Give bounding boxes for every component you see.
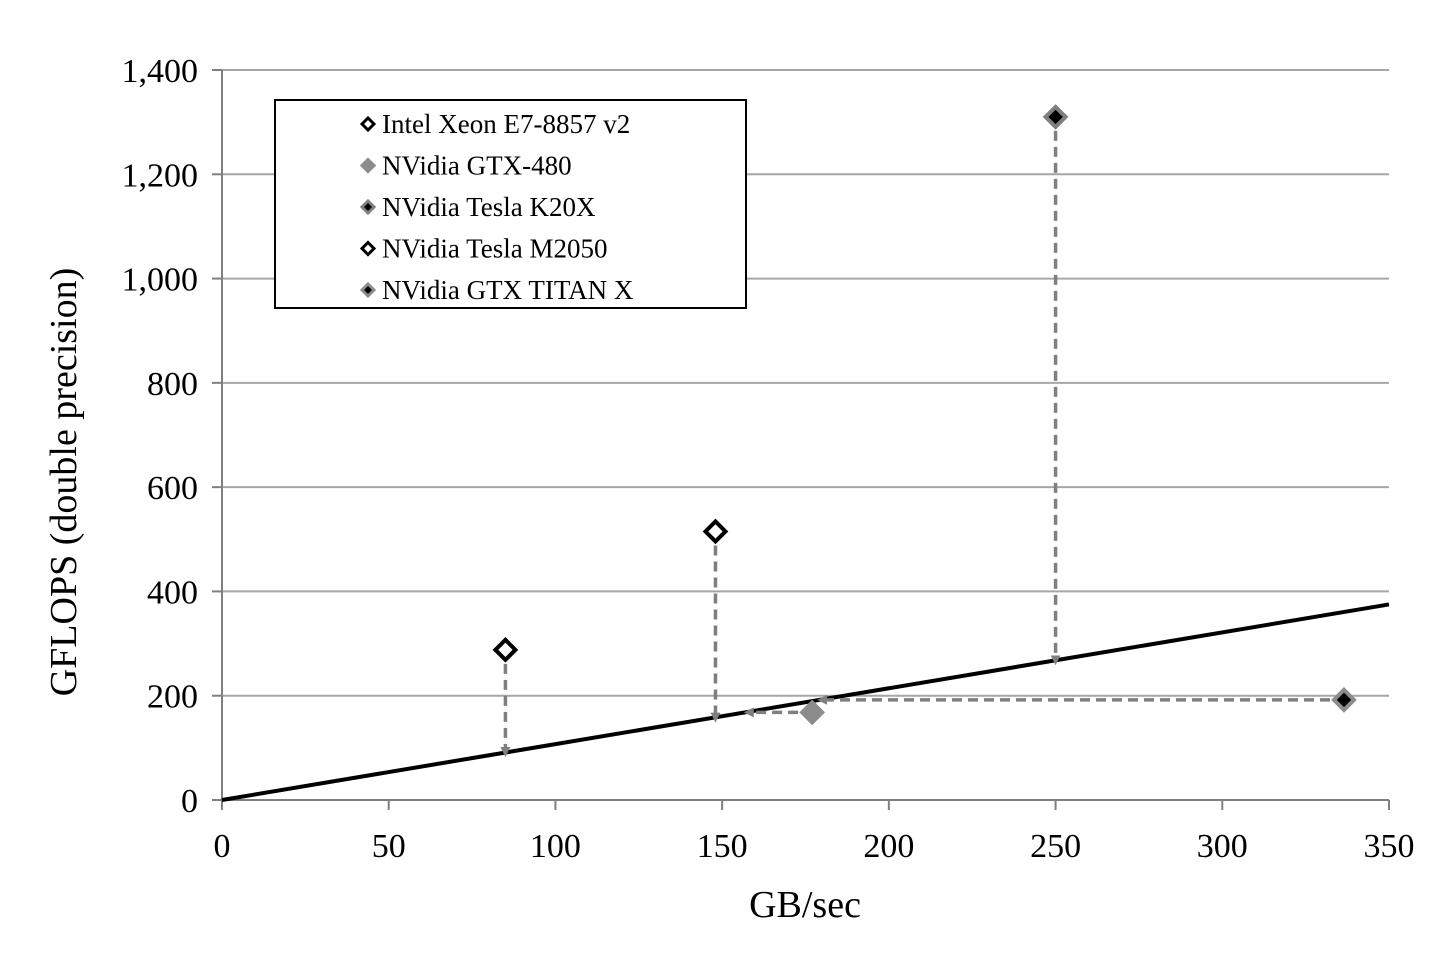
legend-label: Intel Xeon E7-8857 v2 [382,109,630,139]
legend-marker [359,281,377,299]
x-tick-label: 0 [214,828,231,865]
y-tick-label: 1,000 [122,262,199,299]
x-tick-label: 350 [1364,828,1415,865]
roofline-line [221,602,1390,802]
legend: Intel Xeon E7-8857 v2 NVidia GTX-480 NVidi… [274,99,747,309]
legend-label: NVidia Tesla M2050 [382,234,607,264]
y-tick-label: 0 [181,783,198,820]
x-axis-title: GB/sec [749,884,861,926]
data-point [1331,687,1357,713]
data-point [799,699,825,726]
legend-marker [359,198,377,216]
roofline [221,602,1390,802]
drop-arrows [500,130,1330,758]
x-tick-label: 150 [697,828,748,865]
axes [212,69,1390,810]
x-tick-label: 100 [530,828,581,865]
y-tick-label: 1,200 [122,157,199,194]
legend-marker [359,115,377,133]
legend-label: NVidia Tesla K20X [382,192,596,222]
data-point [492,637,519,663]
y-tick-label: 200 [147,679,198,716]
x-tick-label: 300 [1197,828,1248,865]
x-tick-label: 200 [863,828,914,865]
legend-box [274,99,747,309]
x-tick-label: 250 [1030,828,1081,865]
x-tick-label: 50 [372,828,406,865]
y-tick-label: 600 [147,470,198,507]
y-axis-title: GFLOPS (double precision) [43,268,85,697]
legend-marker [359,157,377,174]
y-tick-label: 1,400 [122,53,199,90]
legend-label: NVidia GTX-480 [382,151,572,181]
data-point [702,518,729,545]
data-points [492,104,1357,726]
legend-marker [359,240,377,257]
y-tick-label: 800 [147,366,198,403]
x-tick-labels: 0 50 100 150 200 250 300 350 [214,828,1415,865]
data-point [1042,104,1069,130]
legend-label: NVidia GTX TITAN X [382,275,634,305]
y-tick-label: 400 [147,574,198,611]
y-tick-labels: 0 200 400 600 800 1,000 1,200 1,400 [122,53,199,820]
